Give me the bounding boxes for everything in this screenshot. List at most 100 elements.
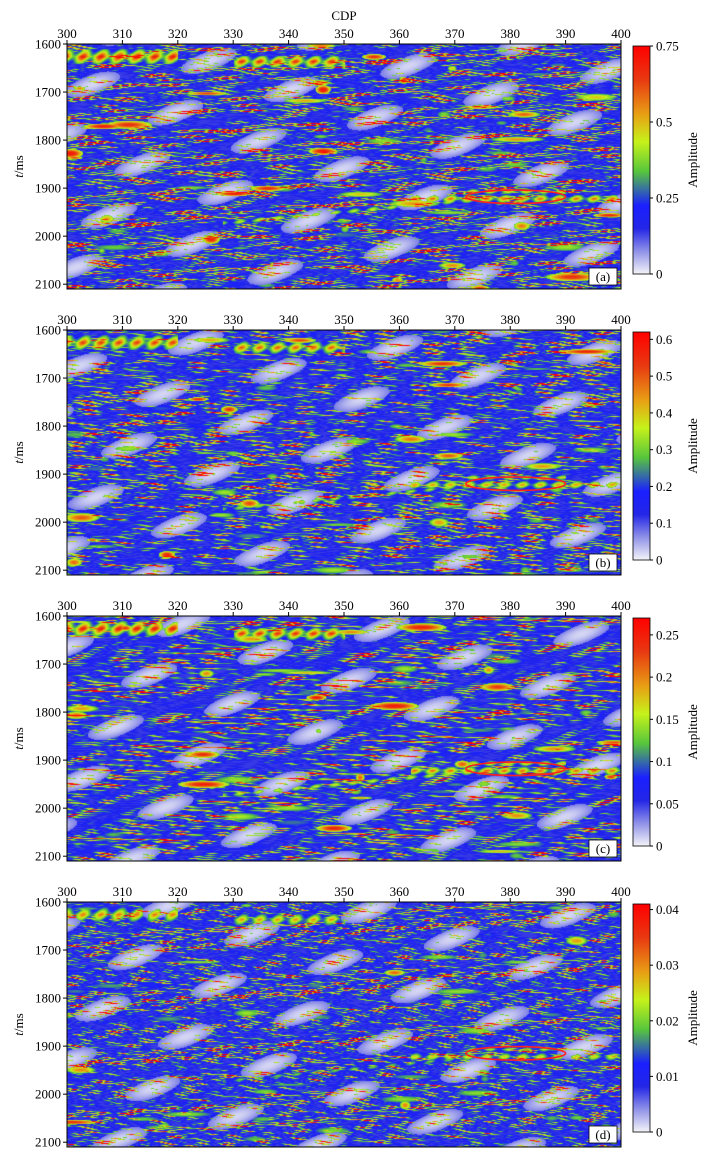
- colorbar-label: Amplitude: [685, 418, 700, 474]
- highlight-ellipse: [465, 476, 567, 492]
- y-axis-label: t/ms: [11, 155, 26, 177]
- colorbar-tick-label: 0.04: [656, 902, 679, 917]
- x-tick-label: 380: [500, 598, 520, 613]
- x-tick-label: 300: [57, 598, 77, 613]
- panel-c: 300 310 320 330 340 350 360 370 380 390 400 1600 170…: [11, 598, 700, 864]
- y-tick-label: 2100: [35, 1135, 61, 1150]
- y-tick-label: 1600: [35, 323, 61, 338]
- colorbar-tick-label: 0.6: [656, 332, 673, 347]
- y-tick-label: 2000: [35, 801, 61, 816]
- y-tick-label: 2100: [35, 563, 61, 578]
- colorbar-tick-label: 0.1: [656, 754, 672, 769]
- x-tick-label: 340: [279, 26, 299, 41]
- x-tick-label: 350: [334, 26, 354, 41]
- x-tick-label: 370: [445, 598, 465, 613]
- x-tick-label: 310: [113, 312, 133, 327]
- x-tick-label: 370: [445, 884, 465, 899]
- y-tick-label: 1700: [35, 943, 61, 958]
- colorbar-tick-label: 0: [656, 839, 663, 854]
- svg-text:(c): (c): [596, 841, 610, 856]
- y-tick-label: 1900: [35, 181, 61, 196]
- colorbar-tick-label: 0.4: [656, 405, 673, 420]
- x-tick-label: 390: [556, 598, 576, 613]
- x-tick-label: 300: [57, 312, 77, 327]
- y-tick-label: 1600: [35, 37, 61, 52]
- colorbar-label: Amplitude: [685, 132, 700, 188]
- highlight-ellipse: [465, 761, 567, 777]
- x-tick-label: 320: [168, 884, 188, 899]
- y-tick-label: 1900: [35, 753, 61, 768]
- panel-label: (b): [588, 553, 618, 572]
- y-axis-label: t/ms: [11, 1013, 26, 1035]
- x-tick-label: 390: [556, 884, 576, 899]
- x-tick-label: 330: [223, 26, 243, 41]
- x-tick-label: 330: [223, 598, 243, 613]
- colorbar-tick-label: 0.25: [656, 627, 679, 642]
- x-tick-label: 320: [168, 26, 188, 41]
- colorbar-tick-label: 0.2: [656, 670, 672, 685]
- colorbar-tick-label: 0.05: [656, 796, 679, 811]
- colorbar: 0 0.05 0.1 0.15 0.2 0.25 Amplitude: [632, 617, 700, 854]
- colorbar-gradient: [632, 903, 651, 1133]
- svg-text:(d): (d): [595, 1127, 610, 1142]
- colorbar-tick-label: 0.15: [656, 712, 679, 727]
- x-tick-label: 310: [113, 26, 133, 41]
- panel-b: 300 310 320 330 340 350 360 370 380 390 400 1600 170…: [11, 312, 700, 578]
- colorbar-label: Amplitude: [685, 704, 700, 760]
- x-tick-label: 370: [445, 26, 465, 41]
- highlight-ellipse: [465, 189, 567, 205]
- x-tick-label: 350: [334, 598, 354, 613]
- x-tick-label: 340: [279, 598, 299, 613]
- amplitude-heatmap: [67, 44, 621, 289]
- highlight-ellipse: [465, 1045, 567, 1061]
- x-tick-label: 330: [223, 884, 243, 899]
- y-tick-label: 2000: [35, 229, 61, 244]
- x-tick-label: 380: [500, 884, 520, 899]
- x-tick-label: 340: [279, 884, 299, 899]
- colorbar-tick-label: 0.1: [656, 516, 672, 531]
- x-tick-label: 400: [611, 884, 631, 899]
- x-tick-label: 310: [113, 598, 133, 613]
- x-tick-label: 400: [611, 26, 631, 41]
- colorbar-tick-label: 0.02: [656, 1013, 679, 1028]
- x-tick-label: 390: [556, 312, 576, 327]
- colorbar-gradient: [632, 617, 651, 847]
- colorbar-tick-label: 0: [656, 553, 663, 568]
- y-tick-label: 1600: [35, 609, 61, 624]
- panel-label: (d): [588, 1125, 618, 1144]
- colorbar-tick-label: 0: [656, 1125, 663, 1140]
- colorbar: 0 0.1 0.2 0.3 0.4 0.5 0.6 Amplitude: [632, 331, 700, 568]
- colorbar-tick-label: 0.5: [656, 115, 672, 130]
- x-tick-label: 390: [556, 26, 576, 41]
- y-tick-label: 2000: [35, 515, 61, 530]
- x-axis-label: CDP: [331, 8, 356, 23]
- colorbar: 0 0.01 0.02 0.03 0.04 Amplitude: [632, 902, 700, 1140]
- x-tick-label: 380: [500, 312, 520, 327]
- svg-text:(a): (a): [596, 269, 610, 284]
- amplitude-heatmap: [67, 616, 621, 861]
- y-tick-label: 1900: [35, 467, 61, 482]
- x-tick-label: 300: [57, 884, 77, 899]
- y-tick-label: 1700: [35, 85, 61, 100]
- x-tick-label: 400: [611, 312, 631, 327]
- x-tick-label: 340: [279, 312, 299, 327]
- colorbar-tick-label: 0.25: [656, 191, 679, 206]
- x-tick-label: 300: [57, 26, 77, 41]
- y-tick-label: 1800: [35, 419, 61, 434]
- panel-d: 300 310 320 330 340 350 360 370 380 390 400 1600 170…: [11, 884, 700, 1150]
- panel-a: 300 310 320 330 340 350 360 370 380 390 400 1600 170…: [11, 8, 700, 292]
- panel-label: (a): [588, 267, 618, 286]
- colorbar-gradient: [632, 331, 651, 561]
- amplitude-heatmap: [67, 902, 621, 1147]
- colorbar-label: Amplitude: [685, 990, 700, 1046]
- y-tick-label: 1700: [35, 657, 61, 672]
- amplitude-heatmap: [67, 330, 621, 575]
- x-tick-label: 350: [334, 312, 354, 327]
- y-tick-label: 2100: [35, 277, 61, 292]
- x-tick-label: 360: [390, 26, 410, 41]
- x-tick-label: 310: [113, 884, 133, 899]
- x-tick-label: 360: [390, 884, 410, 899]
- colorbar-tick-label: 0: [656, 267, 663, 282]
- x-tick-label: 350: [334, 884, 354, 899]
